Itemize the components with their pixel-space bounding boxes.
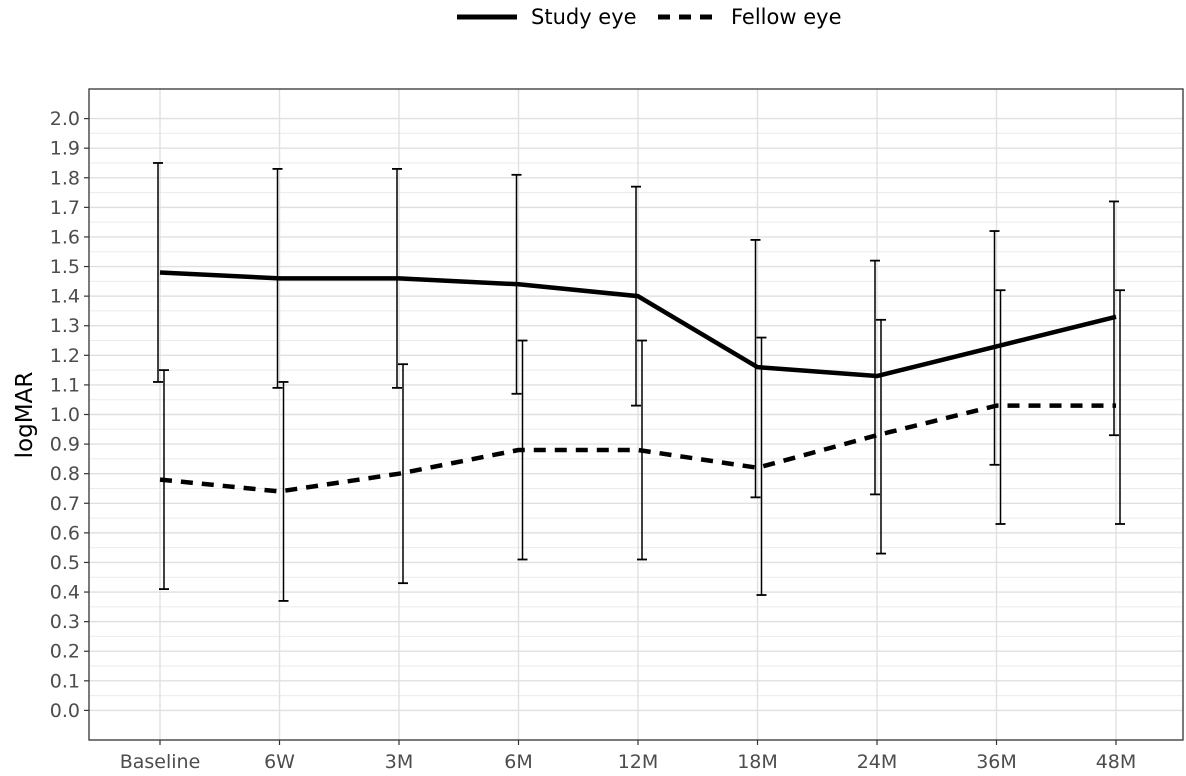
x-tick-label: 18M xyxy=(737,751,778,773)
y-tick-label: 0.7 xyxy=(50,493,80,515)
y-tick-label: 1.9 xyxy=(50,138,80,160)
x-tick-label: 12M xyxy=(618,751,659,773)
y-tick-label: 1.5 xyxy=(50,256,80,278)
x-tick-label: 24M xyxy=(857,751,898,773)
x-tick-label: 36M xyxy=(976,751,1017,773)
x-tick-label: 3M xyxy=(385,751,413,773)
x-tick-label: 6W xyxy=(264,751,295,773)
x-tick-label: 48M xyxy=(1096,751,1137,773)
x-tick-label: 6M xyxy=(504,751,532,773)
series-line-study-eye xyxy=(159,270,1117,379)
series-layer xyxy=(153,162,1125,602)
y-tick-label: 1.4 xyxy=(50,286,80,308)
y-tick-label: 2.0 xyxy=(50,108,80,130)
y-tick-label: 1.3 xyxy=(50,315,80,337)
legend-label-fellow-eye: Fellow eye xyxy=(731,5,842,29)
legend-label-study-eye: Study eye xyxy=(531,5,637,29)
y-tick-label: 0.0 xyxy=(50,700,80,722)
y-tick-label: 0.5 xyxy=(50,552,80,574)
y-tick-label: 1.0 xyxy=(50,404,80,426)
y-tick-label: 1.8 xyxy=(50,167,80,189)
y-axis-title: logMAR xyxy=(12,372,38,459)
y-tick-label: 0.9 xyxy=(50,434,80,456)
x-axis: Baseline 6W 3M 6M 12M 18M 24M 36M 48M xyxy=(120,740,1137,773)
y-tick-label: 0.3 xyxy=(50,611,80,633)
x-tick-label: Baseline xyxy=(120,751,201,773)
y-tick-label: 0.2 xyxy=(50,641,80,663)
y-tick-label: 0.8 xyxy=(50,463,80,485)
series-study-eye xyxy=(153,162,1119,499)
y-tick-label: 0.1 xyxy=(50,670,80,692)
y-tick-label: 1.2 xyxy=(50,345,80,367)
y-tick-label: 1.7 xyxy=(50,197,80,219)
series-line-fellow-eye xyxy=(159,403,1116,494)
y-tick-label: 1.6 xyxy=(50,226,80,248)
legend: Study eye Fellow eye xyxy=(457,5,842,29)
y-axis: 0.0 0.1 0.2 0.3 0.4 0.5 0.6 0.7 0.8 0.9 1.0 1.1 1.2 1… xyxy=(50,108,89,722)
y-tick-label: 1.1 xyxy=(50,374,80,396)
series-fellow-eye xyxy=(159,289,1125,602)
y-tick-label: 0.6 xyxy=(50,522,80,544)
y-tick-label: 0.4 xyxy=(50,582,80,604)
